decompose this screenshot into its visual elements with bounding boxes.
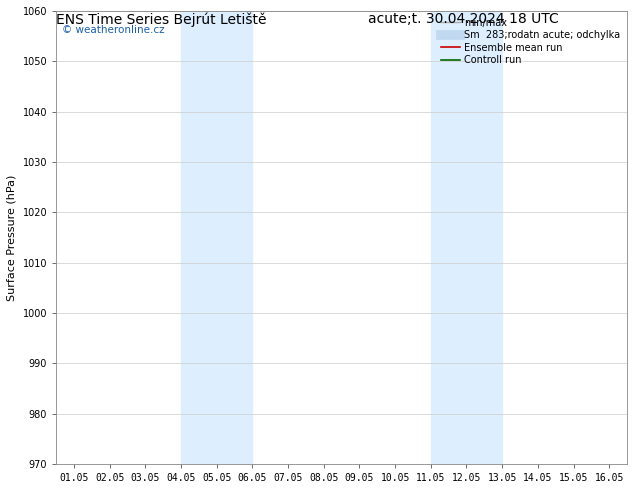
Text: ENS Time Series Bejrút Letiště: ENS Time Series Bejrút Letiště xyxy=(56,12,267,27)
Text: acute;t. 30.04.2024 18 UTC: acute;t. 30.04.2024 18 UTC xyxy=(368,12,559,26)
Bar xyxy=(431,11,502,464)
Text: © weatheronline.cz: © weatheronline.cz xyxy=(62,24,164,34)
Y-axis label: Surface Pressure (hPa): Surface Pressure (hPa) xyxy=(7,174,17,301)
Bar xyxy=(181,11,252,464)
Legend: min/max, Sm  283;rodatn acute; odchylka, Ensemble mean run, Controll run: min/max, Sm 283;rodatn acute; odchylka, … xyxy=(437,14,624,69)
